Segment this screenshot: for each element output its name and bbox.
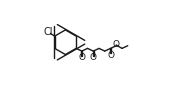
Text: Cl: Cl — [43, 27, 53, 37]
Text: O: O — [107, 51, 114, 60]
Text: O: O — [90, 53, 97, 62]
Text: O: O — [113, 40, 120, 49]
Text: O: O — [78, 53, 85, 62]
